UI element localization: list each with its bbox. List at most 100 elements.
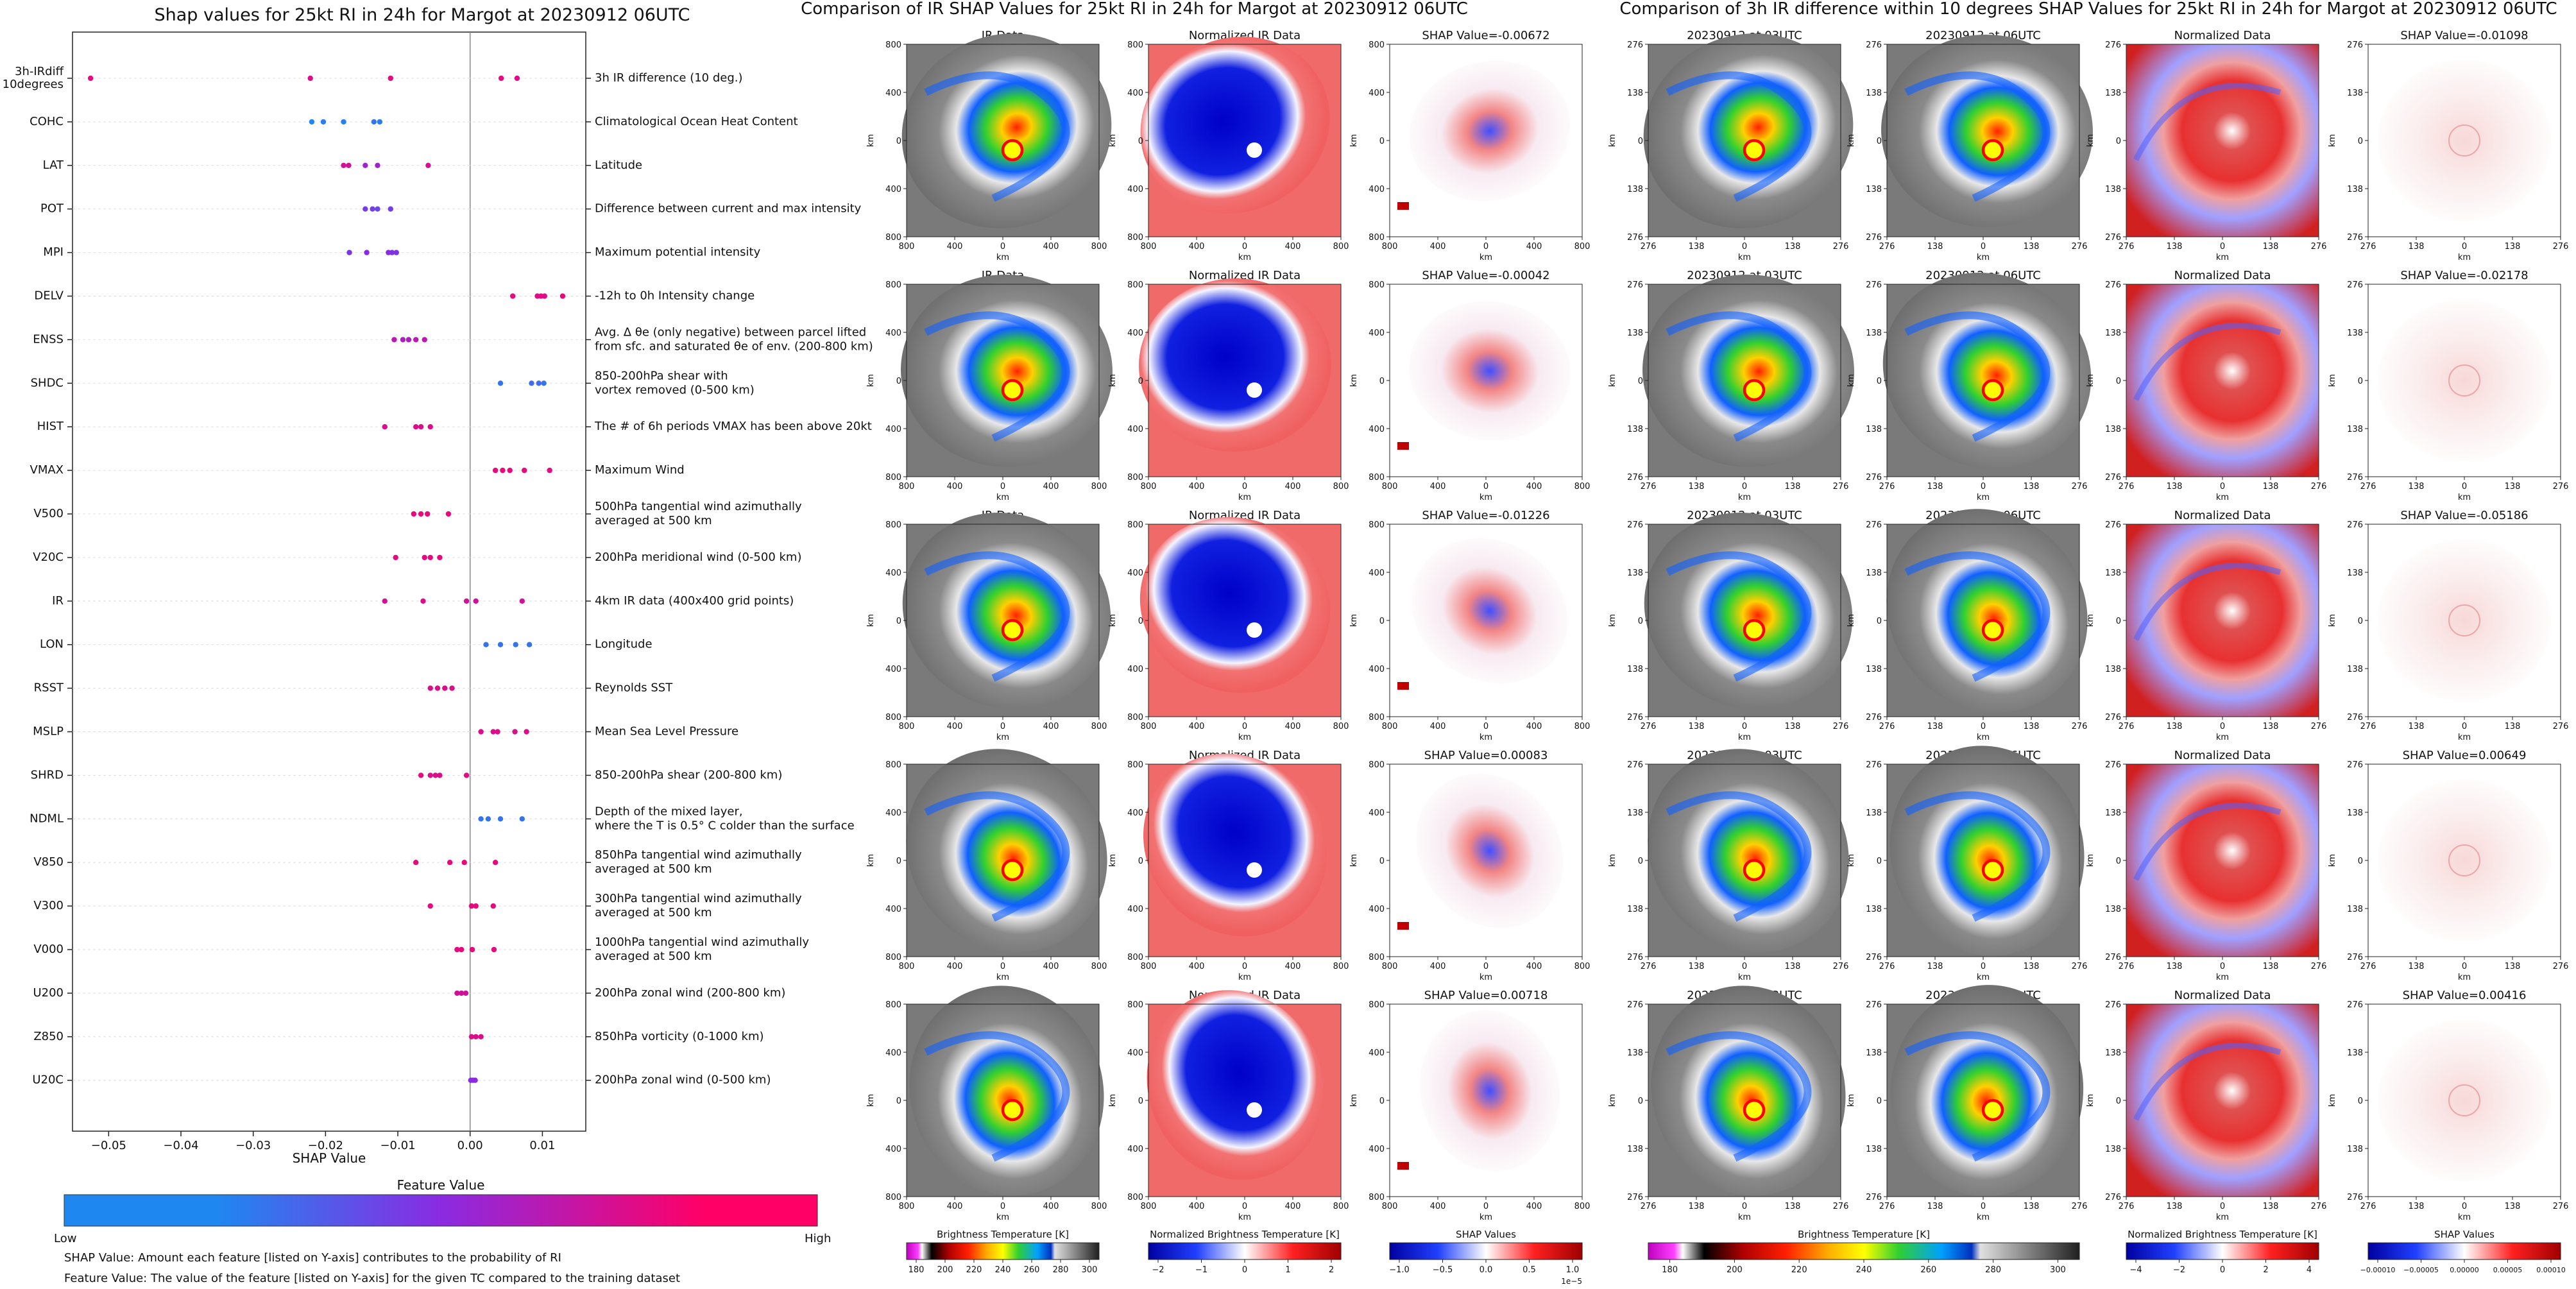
y-axis-label: km	[2086, 134, 2095, 147]
x-tick-label: 138	[2263, 962, 2279, 971]
shap-dot	[341, 119, 346, 125]
y-axis-label: km	[2328, 854, 2337, 867]
x-axis-label: km	[2458, 493, 2471, 502]
spiral-band	[1904, 791, 2051, 922]
x-tick-label: 0	[1000, 962, 1005, 971]
y-tick-label: 0	[1379, 617, 1385, 626]
norm-cloud-field	[1139, 516, 1331, 694]
shap-dot	[388, 75, 393, 81]
feature-name: V300	[33, 899, 64, 912]
norm-diff-band	[2133, 323, 2282, 402]
shap-dot	[432, 773, 438, 778]
y-tick-label: 138	[1866, 425, 1882, 434]
x-tick-label: 0	[1742, 242, 1747, 252]
y-axis-label: km	[866, 1094, 876, 1107]
y-axis-label: km	[866, 854, 876, 867]
y-tick-label: 800	[1369, 473, 1385, 482]
shap-dot	[498, 75, 504, 81]
x-axis-label: km	[2216, 493, 2229, 502]
subplot-title: Normalized IR Data	[1189, 29, 1301, 42]
x-tick-label: 276	[1833, 1202, 1849, 1211]
x-tick-label: 0	[1981, 1202, 1986, 1211]
image-panel	[2126, 44, 2319, 237]
shap-dot	[492, 467, 499, 474]
y-tick-label: 0	[1138, 857, 1143, 866]
norm-cloud-field	[1147, 990, 1324, 1180]
feature-name: ENSS	[33, 332, 64, 346]
y-tick-label: 0	[2358, 377, 2363, 386]
shap-dot	[490, 903, 496, 909]
y-tick-label: 800	[1127, 1000, 1143, 1010]
x-tick-label: 400	[947, 482, 963, 491]
y-tick-label: 800	[885, 520, 901, 530]
feature-colorbar-title: Feature Value	[397, 1177, 485, 1193]
x-tick-label: 800	[1091, 242, 1107, 252]
x-axis-label: km	[1977, 1213, 1990, 1222]
image-panel	[2367, 1003, 2561, 1197]
x-tick-label: 276	[1641, 482, 1657, 491]
shap-dot	[458, 946, 465, 953]
x-tick-label: 0	[1242, 722, 1247, 731]
y-tick-label: 276	[2347, 40, 2363, 50]
y-tick-label: 138	[2105, 1048, 2121, 1058]
colorbar-tick-label: 220	[966, 1265, 982, 1275]
y-tick-label: 138	[1866, 665, 1882, 674]
shap-dot	[413, 337, 419, 343]
y-tick-label: 800	[885, 1193, 901, 1202]
feature-name-labels: 3h-IRdiff 10degrees COHC LAT POT MPI DELV ENSS S…	[3, 65, 64, 1087]
x-tick-label: 800	[1333, 722, 1349, 731]
x-tick-label: 276	[2119, 962, 2135, 971]
x-tick-label: 0	[1981, 962, 1986, 971]
y-tick-label: 800	[1369, 1193, 1385, 1202]
y-tick-label: 0	[1379, 857, 1385, 866]
x-tick-label: 800	[899, 722, 915, 731]
x-tick-label: −0.05	[91, 1139, 126, 1152]
spiral-band	[924, 311, 1070, 442]
x-tick-label: 138	[2409, 962, 2425, 971]
x-tick-label: 138	[1785, 962, 1801, 971]
y-tick-label: 138	[1866, 808, 1882, 818]
y-tick-label: 0	[896, 137, 901, 146]
colorbar	[1148, 1242, 1342, 1260]
colorbar-tick-label: 220	[1791, 1265, 1807, 1275]
image-panel	[902, 513, 1111, 717]
x-axis-label: km	[1977, 733, 1990, 742]
shap-dot	[473, 598, 479, 604]
y-axis-label: km	[1349, 854, 1359, 867]
colorbar-tick-label: −0.5	[1433, 1265, 1453, 1275]
feature-description: 4km IR data (400x400 grid points)	[595, 594, 794, 608]
shap-dot	[427, 554, 433, 561]
x-tick-label: 400	[1285, 722, 1301, 731]
x-axis-ticks: −0.05 −0.04 −0.03 −0.02 −0.01 0.00 0.01	[91, 1131, 555, 1152]
spiral-band	[924, 551, 1070, 682]
y-tick-label: 800	[1127, 520, 1143, 530]
feature-name: HIST	[37, 420, 64, 433]
colorbar-tick-label: 300	[1082, 1265, 1098, 1275]
colorbar-tick-label: 300	[2050, 1265, 2066, 1275]
x-tick-label: 138	[1927, 1202, 1943, 1211]
x-tick-label: 0	[2220, 722, 2225, 731]
x-tick-label: 800	[1333, 1202, 1349, 1211]
y-axis-label: km	[1349, 614, 1359, 627]
norm-eye	[1247, 382, 1262, 398]
y-tick-label: 138	[2105, 89, 2121, 98]
y-axis-label: km	[1847, 134, 1856, 147]
image-panel	[901, 274, 1113, 477]
colorbar-tick-label: −2	[1152, 1265, 1164, 1275]
image-panel	[906, 986, 1104, 1197]
colorbar-tick-label: 0.5	[1523, 1265, 1536, 1275]
x-tick-label: 0	[1000, 482, 1005, 491]
x-tick-label: 138	[2167, 722, 2183, 731]
x-tick-label: 400	[1526, 242, 1542, 252]
storm-eye	[1981, 1098, 2004, 1122]
subplot-title: Normalized Data	[2174, 269, 2271, 282]
x-axis-label: km	[2216, 1213, 2229, 1222]
feature-description: Maximum potential intensity	[595, 246, 761, 259]
colorbar-tick-label: 240	[1856, 1265, 1872, 1275]
image-panel	[2126, 524, 2319, 717]
shap-dot	[388, 206, 393, 212]
feature-description: 850-200hPa shear with vortex removed (0-5…	[595, 369, 755, 397]
storm-eye	[1001, 1098, 1024, 1122]
x-tick-label: 138	[2409, 1202, 2425, 1211]
storm-eye	[1743, 619, 1766, 642]
